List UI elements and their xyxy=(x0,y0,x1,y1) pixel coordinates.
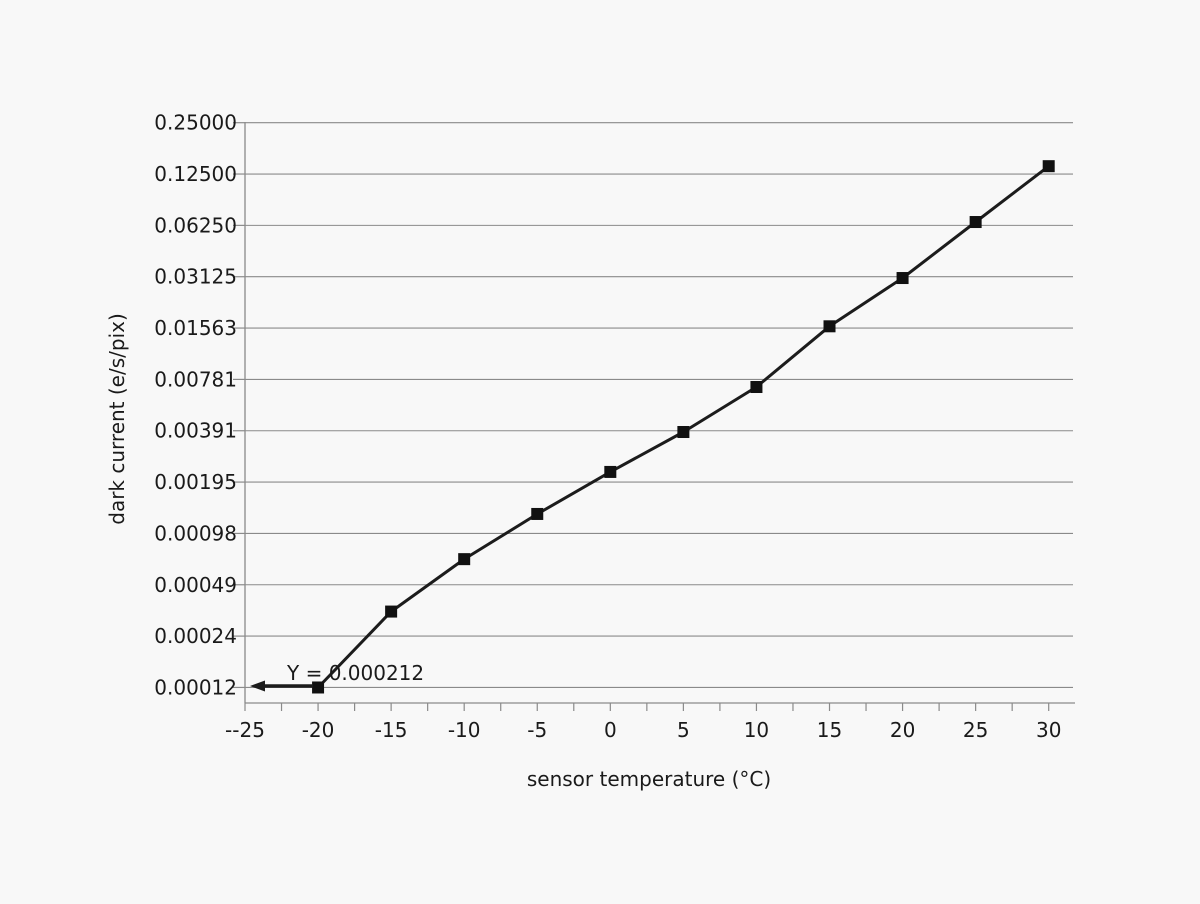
y-tick-label: 0.00098 xyxy=(154,521,237,545)
x-tick-label: 30 xyxy=(1036,718,1061,742)
data-series xyxy=(312,160,1055,694)
x-tick-label: 5 xyxy=(677,718,690,742)
data-point-marker[interactable] xyxy=(531,507,544,520)
y-tick-label: 0.00781 xyxy=(154,367,237,391)
data-point-marker[interactable] xyxy=(969,216,982,229)
data-point-marker[interactable] xyxy=(1042,160,1055,173)
x-axis-title: sensor temperature (°C) xyxy=(527,767,771,791)
y-axis-title: dark current (e/s/pix) xyxy=(105,313,129,525)
y-tick-label: 0.00012 xyxy=(154,675,237,699)
data-point-marker[interactable] xyxy=(312,681,325,694)
y-tick-label: 0.06250 xyxy=(154,213,237,237)
cursor-readout-annotation: Y = 0.000212 xyxy=(250,661,424,692)
grid-lines xyxy=(245,122,1073,688)
x-tick-label: 20 xyxy=(890,718,915,742)
y-tick-label: 0.00391 xyxy=(154,419,237,443)
x-tick-label: -20 xyxy=(302,718,335,742)
y-tick-label: 0.03125 xyxy=(154,265,237,289)
x-tick-label: -10 xyxy=(448,718,481,742)
data-point-marker[interactable] xyxy=(750,381,763,394)
y-tick-label: 0.00195 xyxy=(154,470,237,494)
annotation-label: Y = 0.000212 xyxy=(286,661,424,685)
y-tick-label: 0.25000 xyxy=(154,111,237,135)
y-tick-label: 0.12500 xyxy=(154,162,237,186)
x-tick-label: -5 xyxy=(527,718,547,742)
data-point-marker[interactable] xyxy=(677,426,690,439)
y-tick-label: 0.00049 xyxy=(154,573,237,597)
x-tick-label: 0 xyxy=(604,718,617,742)
data-point-marker[interactable] xyxy=(385,605,398,618)
y-tick-label: 0.01563 xyxy=(154,316,237,340)
annotation-arrowhead-icon xyxy=(250,680,265,692)
x-tick-label: --25 xyxy=(225,718,265,742)
data-point-marker[interactable] xyxy=(896,272,909,285)
data-point-marker[interactable] xyxy=(823,320,836,333)
x-tick-label: 25 xyxy=(963,718,988,742)
data-point-marker[interactable] xyxy=(604,465,617,478)
y-tick-label: 0.00024 xyxy=(154,624,237,648)
x-tick-label: 15 xyxy=(817,718,842,742)
axes: 0.25000 0.12500 0.06250 0.03125 0.01563 0.007… xyxy=(154,111,1075,742)
data-point-marker[interactable] xyxy=(458,553,471,566)
x-tick-label: -15 xyxy=(375,718,408,742)
x-tick-label: 10 xyxy=(744,718,769,742)
